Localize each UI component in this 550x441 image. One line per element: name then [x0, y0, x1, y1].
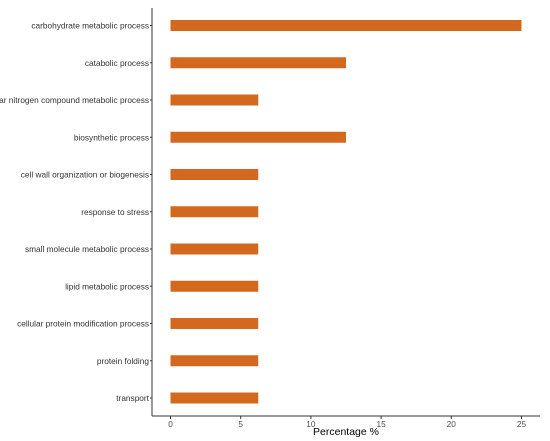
x-tick-label: 5 — [238, 419, 243, 429]
bar — [170, 355, 259, 367]
x-tick-label: 25 — [517, 419, 527, 429]
category-label: transport — [116, 393, 149, 403]
bar — [170, 94, 259, 106]
category-label: carbohydrate metabolic process — [31, 21, 149, 31]
bar — [170, 20, 522, 31]
category-label: lipid metabolic process — [65, 281, 149, 291]
category-label: cellular nitrogen compound metabolic pro… — [0, 95, 149, 105]
x-axis-title: Percentage % — [313, 426, 379, 438]
bar — [170, 392, 259, 404]
category-label: cellular protein modification process — [17, 319, 149, 329]
category-labels: carbohydrate metabolic process catabolic … — [0, 21, 150, 404]
bars-group — [170, 20, 522, 404]
category-label: catabolic process — [85, 58, 149, 68]
category-label: cell wall organization or biogenesis — [21, 170, 149, 180]
bar — [170, 169, 259, 180]
bar — [170, 206, 259, 218]
x-tick-label: 20 — [447, 419, 457, 429]
x-tick-label: 15 — [376, 419, 386, 429]
x-tick-label: 10 — [306, 419, 316, 429]
category-label: small molecule metabolic process — [25, 244, 149, 254]
category-label: biosynthetic process — [74, 132, 149, 142]
bar — [170, 131, 346, 143]
category-label: protein folding — [97, 356, 150, 366]
bar — [170, 280, 259, 292]
bar — [170, 318, 259, 329]
bar — [170, 57, 346, 69]
category-label: response to stress — [81, 207, 149, 217]
bar — [170, 243, 259, 255]
x-tick-label: 0 — [168, 419, 173, 429]
